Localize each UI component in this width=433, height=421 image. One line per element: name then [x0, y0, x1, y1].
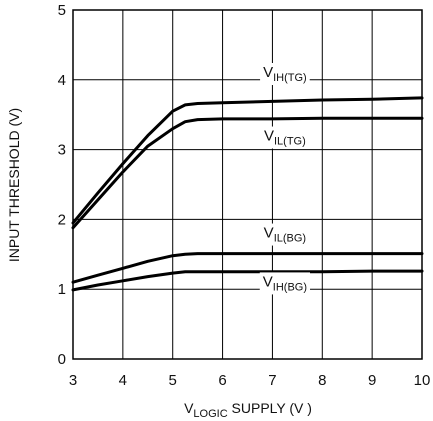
x-tick-label-1: 4 — [119, 372, 127, 389]
curve-label-background-1 — [260, 126, 309, 149]
x-tick-label-4: 7 — [268, 372, 276, 389]
x-tick-label-7: 10 — [414, 372, 431, 389]
series-line-ih-tg — [71, 96, 424, 225]
plot-frame — [72, 9, 423, 360]
x-tick-label-3: 6 — [218, 372, 226, 389]
y-tick-label-4: 4 — [58, 72, 66, 89]
y-tick-label-5: 5 — [58, 2, 66, 19]
x-axis-label-subscript: LOGIC — [193, 408, 227, 420]
x-axis-label: VLOGIC SUPPLY (V ) — [184, 400, 312, 420]
curve-label-3: VIH(BG) — [263, 273, 307, 293]
y-axis-label: INPUT THRESHOLD (V) — [6, 108, 22, 262]
y-tick-label-2: 2 — [58, 211, 66, 228]
curve-label-background-2 — [260, 223, 310, 246]
x-axis-label-prefix: V — [184, 400, 194, 416]
series-line-ih-bg — [71, 269, 424, 292]
grid — [72, 9, 423, 360]
curve-label-1: VIL(TG) — [264, 128, 306, 148]
curve-labels: VIH(TG) VIL(TG) VIL(BG) VIH(BG) — [259, 63, 311, 295]
curve-label-2: VIL(BG) — [264, 225, 306, 245]
tick-labels: 3 4 5 6 7 8 9 10 0 1 2 3 4 5 — [58, 2, 431, 389]
y-tick-label-3: 3 — [58, 142, 66, 159]
curve-label-background-3 — [259, 272, 311, 295]
x-tick-label-0: 3 — [69, 372, 77, 389]
series-line-il-tg — [71, 116, 424, 230]
y-tick-label-1: 1 — [58, 281, 66, 298]
x-tick-label-2: 5 — [169, 372, 177, 389]
series-line-il-bg — [71, 252, 424, 284]
curve-label-0: VIH(TG) — [263, 64, 307, 84]
x-tick-label-5: 8 — [318, 372, 326, 389]
curve-label-background-0 — [260, 63, 310, 86]
data-series — [71, 96, 424, 292]
y-tick-label-0: 0 — [58, 351, 66, 368]
x-axis-label-suffix: SUPPLY (V ) — [228, 400, 312, 416]
x-tick-label-6: 9 — [368, 372, 376, 389]
